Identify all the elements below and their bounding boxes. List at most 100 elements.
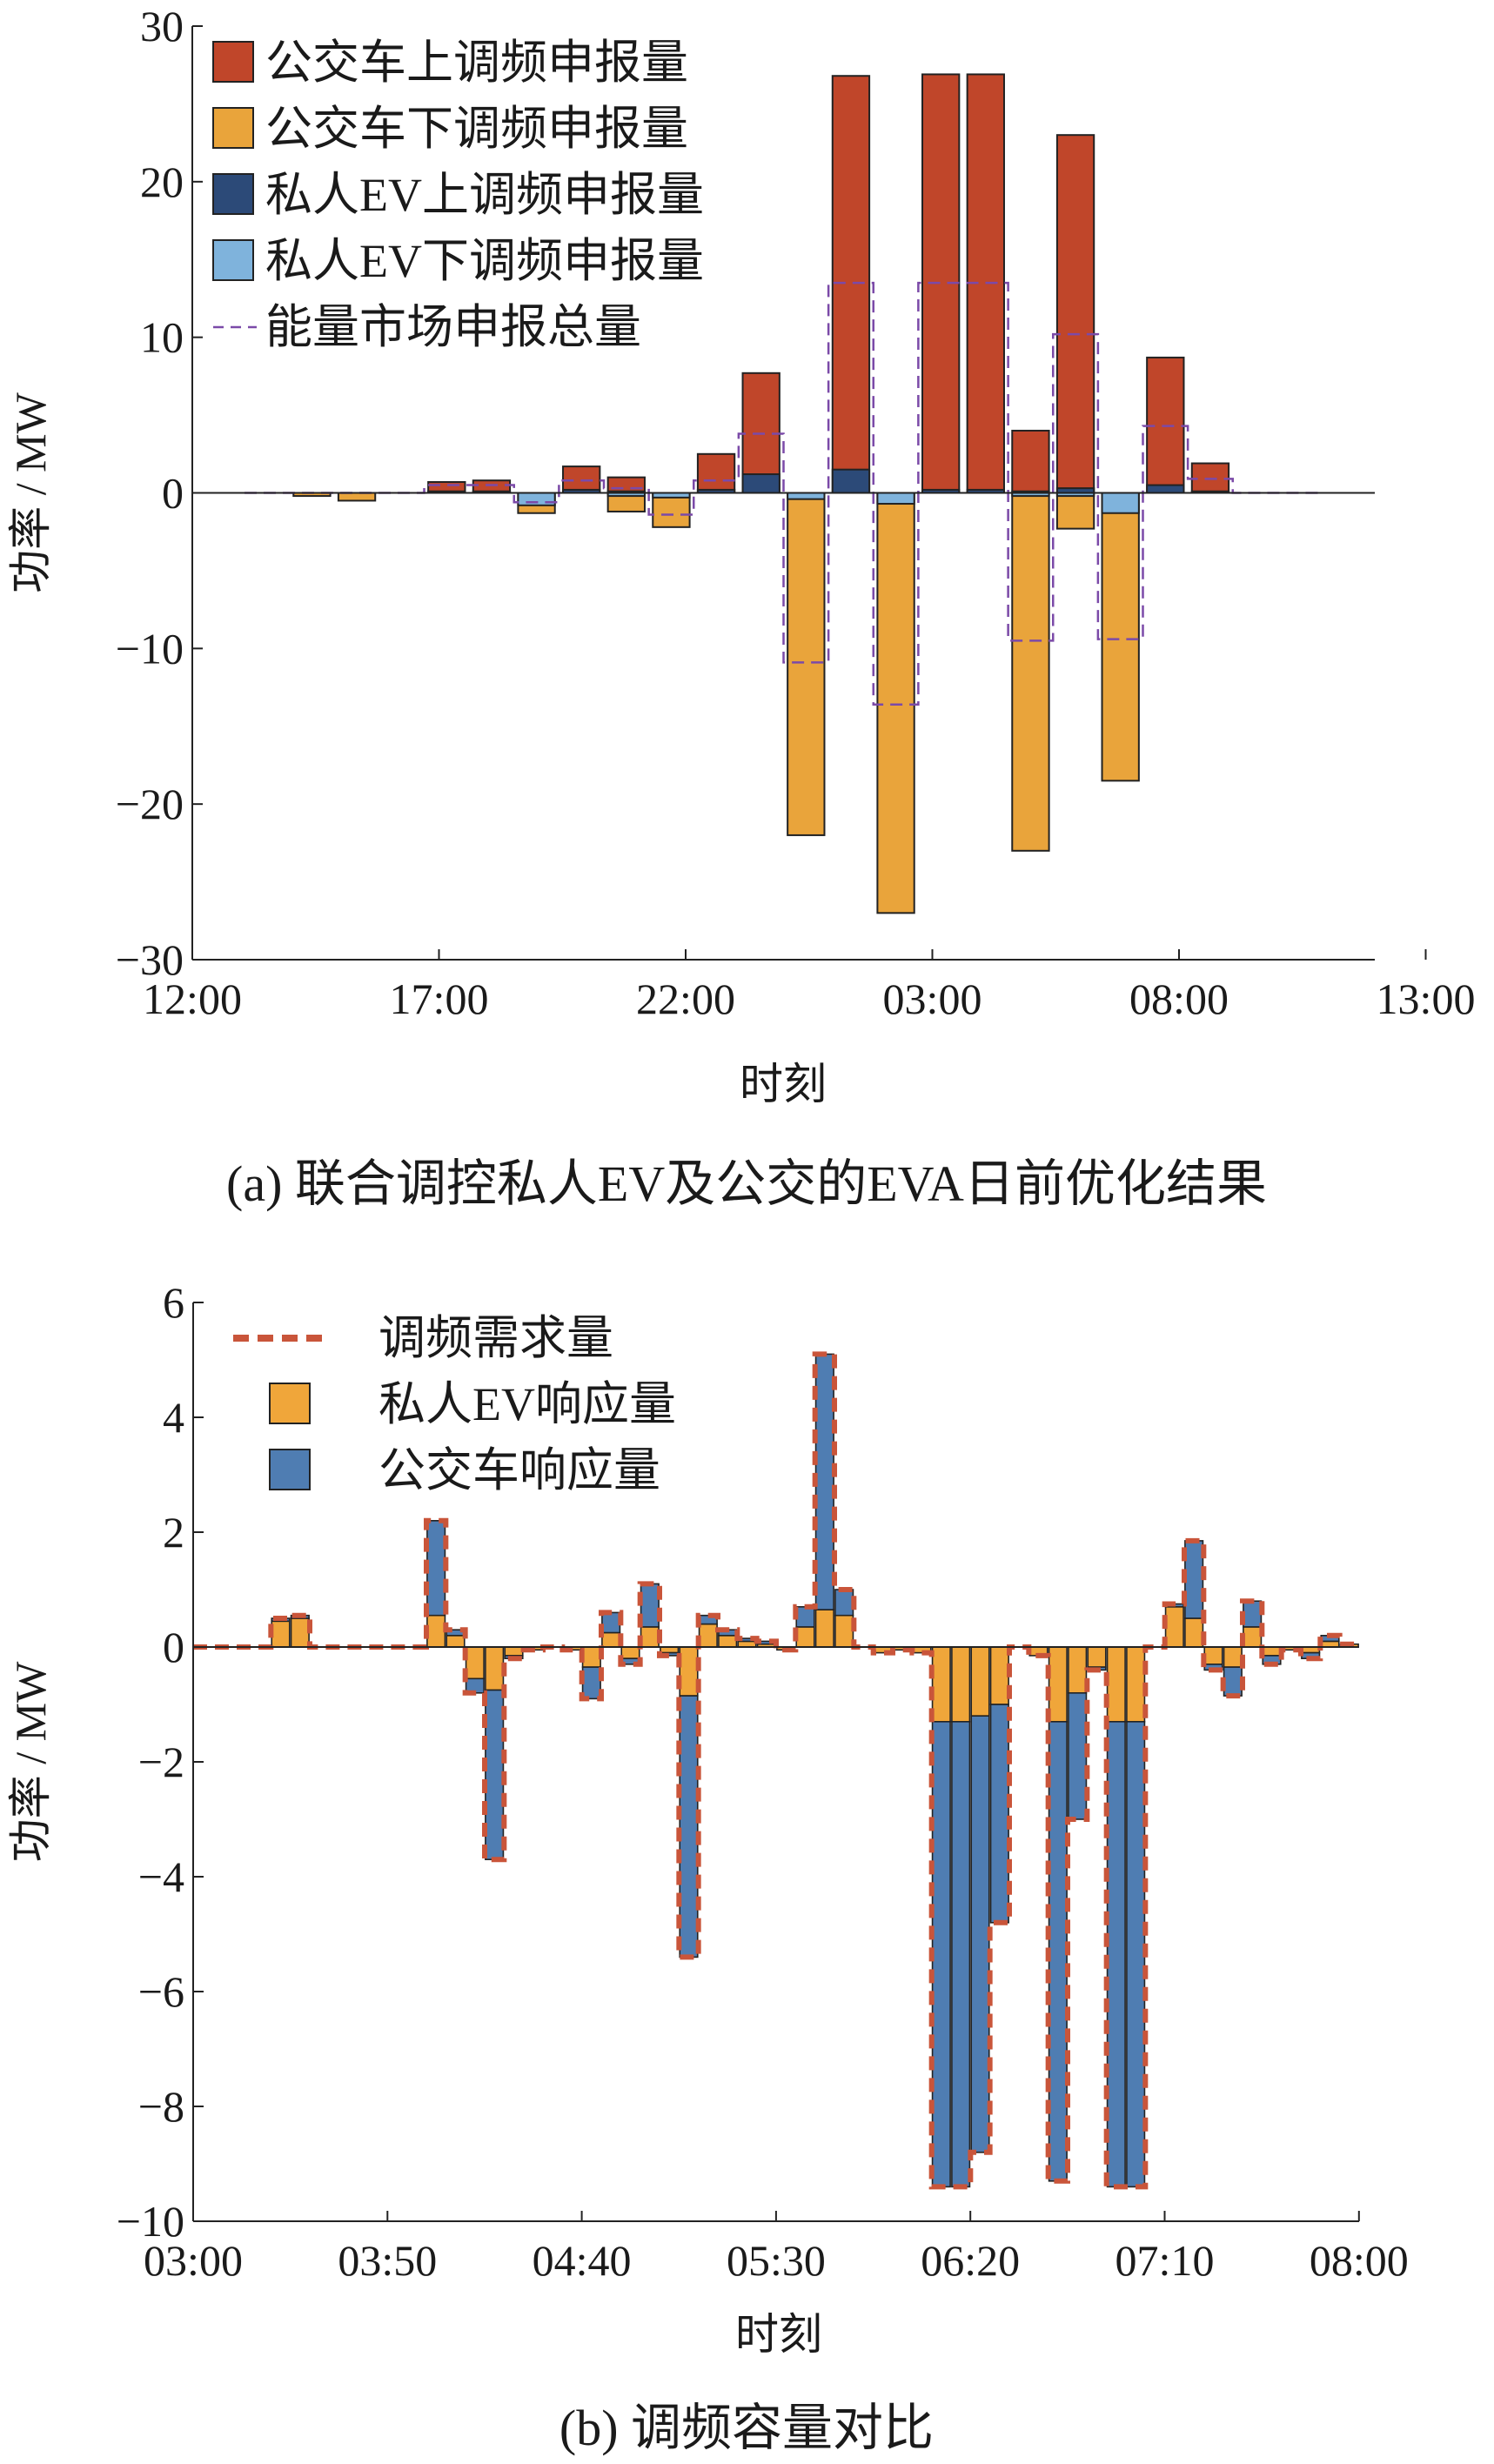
b-x-tick-label: 04:40 bbox=[533, 2236, 632, 2285]
chart-b-legend-label: 公交车响应量 bbox=[379, 1444, 660, 1496]
chart-a-bar-bus-down bbox=[787, 492, 826, 836]
chart-b-bar-bus bbox=[640, 1583, 660, 1628]
a-y-tick-label: 20 bbox=[140, 157, 184, 206]
chart-a-bar-bus-up bbox=[696, 452, 736, 494]
chart-b-caption: (b) 调频容量对比 bbox=[559, 2400, 934, 2456]
chart-a-bar-ev-down bbox=[1101, 492, 1140, 514]
chart-b-bar-ev bbox=[1243, 1626, 1263, 1648]
chart-b-legend-label: 私人EV响应量 bbox=[379, 1378, 676, 1430]
chart-b-bar-ev bbox=[989, 1646, 1009, 1705]
b-x-tick-label: 03:50 bbox=[338, 2236, 437, 2285]
chart-a-caption: (a) 联合调控私人EV及公交的EVA日前优化结果 bbox=[226, 1155, 1267, 1212]
chart-a-bar-bus-down bbox=[337, 492, 377, 502]
a-x-tick-label: 22:00 bbox=[636, 974, 735, 1023]
b-y-tick-label: −2 bbox=[138, 1738, 184, 1786]
chart-b-bar-ev bbox=[640, 1626, 660, 1648]
a-x-tick-label: 08:00 bbox=[1129, 974, 1229, 1023]
a-y-tick-label: 0 bbox=[162, 469, 184, 518]
chart-a-x-axis-label: 时刻 bbox=[740, 1060, 827, 1108]
chart-b-bar-bus bbox=[795, 1606, 815, 1628]
chart-b-bar-bus bbox=[814, 1353, 834, 1610]
chart-b-x-ticks: 03:00 03:50 04:40 05:30 06:20 07:10 08:00 bbox=[144, 2211, 1409, 2285]
chart-b-bar-bus bbox=[601, 1611, 621, 1634]
chart-b-bar-ev bbox=[834, 1614, 854, 1648]
chart-b-bar-ev bbox=[1184, 1617, 1204, 1648]
b-x-tick-label: 07:10 bbox=[1115, 2236, 1215, 2285]
chart-a-legend-swatch bbox=[212, 239, 254, 281]
chart-b-bar-bus bbox=[989, 1704, 1009, 1924]
chart-a-y-axis-label: 功率 / MW bbox=[6, 392, 55, 593]
b-y-tick-label: −6 bbox=[138, 1967, 184, 2016]
chart-b-bar-ev bbox=[1126, 1646, 1146, 1723]
chart-b-bar-ev bbox=[1262, 1646, 1282, 1657]
chart-a-bar-bus-down bbox=[876, 492, 915, 914]
chart-b-bar-bus bbox=[485, 1689, 505, 1860]
chart-b-bar-ev bbox=[698, 1623, 718, 1648]
chart-a-legend: 公交车上调频申报量公交车下调频申报量私人EV上调频申报量私人EV下调频申报量能量… bbox=[212, 37, 704, 353]
b-y-tick-label: 2 bbox=[163, 1508, 184, 1557]
chart-a-bar-bus-up bbox=[1055, 134, 1095, 494]
chart-b-bar-bus bbox=[1184, 1540, 1204, 1619]
chart-b-bar-ev bbox=[1203, 1646, 1223, 1665]
chart-b-bar-ev bbox=[601, 1631, 621, 1648]
chart-b-bar-ev bbox=[271, 1620, 291, 1648]
chart-a-bar-bus-down bbox=[1101, 492, 1140, 782]
chart-b-demand-polyline bbox=[193, 1351, 1359, 2190]
b-x-tick-label: 06:20 bbox=[921, 2236, 1020, 2285]
chart-a-bar-bus-up bbox=[831, 75, 871, 494]
chart-b-bar-bus bbox=[581, 1666, 601, 1700]
chart-b-demand-line bbox=[193, 1351, 1359, 2190]
chart-b-legend-label: 调频需求量 bbox=[379, 1312, 613, 1364]
chart-a-legend-label: 私人EV下调频申报量 bbox=[265, 235, 704, 287]
chart-b-bar-ev bbox=[485, 1646, 505, 1691]
chart-b-bar-ev bbox=[290, 1617, 310, 1648]
chart-a: −30 −20 −10 0 10 20 30 12:00 17:00 22:00 03:00 08:… bbox=[6, 2, 1475, 1212]
a-x-tick-label: 03:00 bbox=[883, 974, 982, 1023]
chart-b-bar-ev bbox=[1068, 1646, 1088, 1694]
a-y-tick-label: −10 bbox=[116, 624, 184, 673]
chart-a-bar-ev-down bbox=[517, 492, 556, 506]
b-x-tick-label: 05:30 bbox=[727, 2236, 826, 2285]
chart-a-bar-ev-down bbox=[876, 492, 915, 506]
chart-b-bar-bus bbox=[951, 1721, 971, 2188]
a-y-tick-label: 30 bbox=[140, 2, 184, 50]
chart-b-bar-bus bbox=[1126, 1721, 1146, 2188]
chart-b-bar-ev bbox=[446, 1635, 466, 1648]
a-y-tick-label: −30 bbox=[116, 935, 184, 984]
chart-b-bar-bus bbox=[426, 1520, 446, 1617]
chart-b-bar-ev bbox=[814, 1609, 834, 1648]
chart-a-legend-swatch bbox=[212, 41, 254, 83]
a-x-tick-label: 13:00 bbox=[1377, 974, 1476, 1023]
chart-a-bar-ev-up bbox=[831, 468, 871, 494]
chart-a-legend-swatch bbox=[212, 173, 254, 215]
chart-b-bar-ev bbox=[504, 1646, 524, 1657]
chart-b-bar-ev bbox=[1106, 1646, 1126, 1723]
chart-a-bar-ev-up bbox=[741, 473, 780, 494]
b-x-tick-label: 08:00 bbox=[1310, 2236, 1409, 2285]
chart-b-bar-bus bbox=[679, 1695, 699, 1958]
chart-b-y-axis-label: 功率 / MW bbox=[6, 1661, 55, 1862]
chart-b-bar-ev bbox=[951, 1646, 971, 1723]
b-y-tick-label: −10 bbox=[117, 2197, 184, 2246]
chart-b-bar-ev bbox=[931, 1646, 951, 1723]
chart-a-bar-bus-up bbox=[1011, 429, 1050, 494]
chart-a-energy-polyline bbox=[245, 281, 1323, 706]
chart-b-bar-ev bbox=[718, 1635, 738, 1648]
a-y-tick-label: 10 bbox=[140, 313, 184, 362]
chart-a-bar-bus-down bbox=[1011, 492, 1050, 852]
chart-a-bar-bus-down bbox=[1055, 492, 1095, 530]
b-y-tick-label: −4 bbox=[138, 1852, 184, 1901]
chart-a-x-ticks: 12:00 17:00 22:00 03:00 08:00 13:00 bbox=[143, 949, 1475, 1023]
chart-a-energy-line bbox=[245, 281, 1323, 706]
chart-b-bar-bus bbox=[1048, 1721, 1068, 2182]
b-y-tick-label: 4 bbox=[163, 1393, 184, 1442]
b-y-tick-label: 0 bbox=[163, 1623, 184, 1671]
chart-b-x-axis-label: 时刻 bbox=[735, 2310, 822, 2359]
chart-b-bar-ev bbox=[620, 1646, 640, 1659]
chart-a-y-ticks: −30 −20 −10 0 10 20 30 bbox=[116, 2, 203, 984]
a-x-tick-label: 17:00 bbox=[390, 974, 489, 1023]
chart-b-legend-swatch bbox=[269, 1383, 311, 1424]
chart-b-bar-ev bbox=[1164, 1606, 1184, 1648]
a-y-tick-label: −20 bbox=[116, 780, 184, 828]
